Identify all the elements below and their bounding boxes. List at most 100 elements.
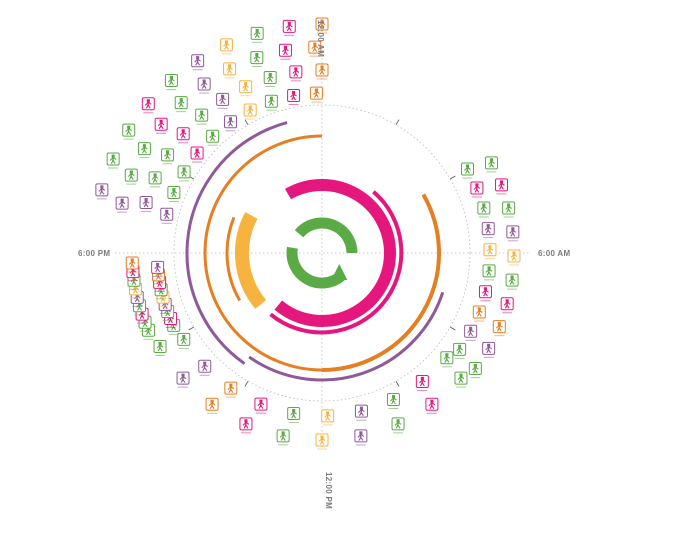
orange-arc-1: [321, 193, 441, 372]
green-arc-1: [286, 246, 345, 289]
activity-icon: [125, 256, 139, 273]
hour-tick: [449, 175, 456, 180]
clock-labels: 12:00 AM 12:00 PM 6:00 AM 6:00 PM: [78, 20, 571, 509]
activity-icon: [239, 417, 253, 434]
hour-ticks: [188, 119, 456, 387]
activity-icon: [115, 196, 129, 213]
hour-tick: [244, 380, 249, 387]
label-12am: 12:00 AM: [316, 20, 325, 57]
hour-tick: [188, 326, 195, 331]
activity-icon: [315, 63, 329, 80]
activity-icon: [278, 43, 292, 60]
activity-icon: [472, 305, 486, 322]
activity-icon: [190, 146, 204, 163]
label-6am: 6:00 AM: [538, 249, 571, 258]
activity-icon: [154, 117, 168, 134]
activity-icon: [440, 351, 454, 368]
activity-icon: [282, 19, 296, 36]
hour-tick: [449, 326, 456, 331]
activity-icon: [315, 433, 329, 450]
activity-icon: [308, 40, 322, 57]
activity-icon: [495, 178, 509, 195]
activity-icon: [243, 103, 257, 120]
activity-icon: [197, 77, 211, 94]
activity-icon: [95, 183, 109, 200]
activity-icon: [386, 393, 400, 410]
purple-arc-2: [185, 129, 266, 365]
activity-icon: [223, 115, 237, 132]
activity-icon: [216, 92, 230, 109]
hour-tick: [395, 119, 400, 126]
activity-icon: [191, 54, 205, 71]
activity-icon: [477, 201, 491, 218]
activity-icon: [137, 142, 151, 159]
activity-arcs: [185, 121, 445, 382]
activity-icon: [139, 196, 153, 213]
activity-icon: [264, 94, 278, 111]
activity-icon: [482, 264, 496, 281]
activity-icon: [454, 371, 468, 388]
activity-icon: [315, 17, 329, 34]
activity-icon: [254, 397, 268, 414]
activity-icon: [481, 222, 495, 239]
activity-icon: [506, 225, 520, 242]
activity-icon: [161, 148, 175, 165]
activity-icon: [276, 429, 290, 446]
green-arc-2: [294, 217, 343, 238]
activity-icon: [287, 89, 301, 106]
activity-icon: [250, 26, 264, 43]
activity-icon: [223, 62, 237, 79]
orange-arc-2: [203, 134, 323, 372]
activity-icon: [195, 108, 209, 125]
label-6pm: 6:00 PM: [78, 249, 110, 258]
green-arc-3: [335, 223, 358, 254]
activity-icon: [507, 249, 521, 266]
activity-icon: [224, 381, 238, 398]
activity-icon: [239, 80, 253, 97]
yellow-arc: [235, 212, 267, 309]
activity-icon: [106, 152, 120, 169]
activity-icon: [354, 404, 368, 421]
activity-icon: [160, 207, 174, 224]
activity-icons: [95, 17, 521, 450]
magenta-arc-2: [274, 252, 396, 327]
activity-icon: [468, 362, 482, 379]
green-arrowhead: [331, 263, 348, 280]
clock-guides: [115, 58, 530, 448]
activity-icon: [287, 407, 301, 424]
activity-icon: [505, 273, 519, 290]
activity-icon: [205, 397, 219, 414]
activity-icon: [415, 374, 429, 391]
activity-icon: [167, 185, 181, 202]
hour-tick: [395, 380, 400, 387]
activity-icon: [425, 397, 439, 414]
activity-icon: [485, 156, 499, 173]
activity-icon: [478, 285, 492, 302]
activity-icon: [177, 165, 191, 182]
purple-arc-3: [264, 121, 288, 133]
activity-icon: [219, 38, 233, 55]
activity-icon: [124, 168, 138, 185]
activity-icon: [250, 51, 264, 68]
activity-icon: [263, 70, 277, 87]
activity-icon: [492, 320, 506, 337]
activity-icon: [289, 65, 303, 82]
clock-ring: [173, 104, 471, 402]
activity-icon: [321, 409, 335, 426]
activity-icon: [453, 342, 467, 359]
label-12pm: 12:00 PM: [324, 472, 333, 509]
activity-icon: [464, 324, 478, 341]
activity-icon: [176, 127, 190, 144]
magenta-arc-1: [285, 179, 396, 254]
activity-icon: [148, 171, 162, 188]
orange-arc-3: [225, 216, 242, 302]
activity-icon: [198, 359, 212, 376]
activity-icon: [309, 86, 323, 103]
activity-icon: [206, 129, 220, 146]
activity-icon: [164, 73, 178, 90]
activity-icon: [500, 297, 514, 314]
activity-icon: [470, 181, 484, 198]
hour-tick: [244, 119, 249, 126]
activity-icon: [151, 260, 165, 277]
